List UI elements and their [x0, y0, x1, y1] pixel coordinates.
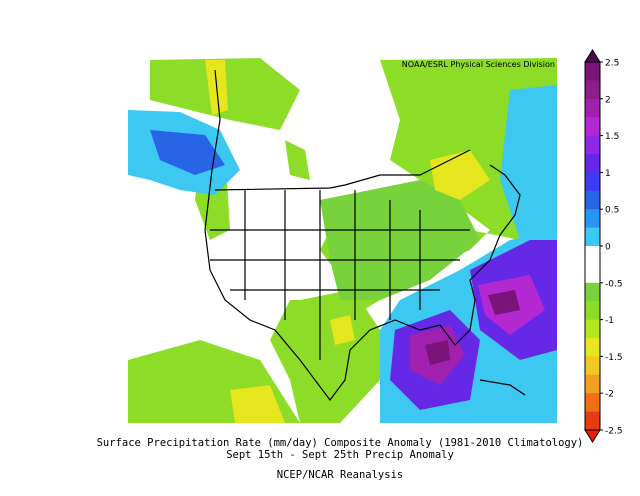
colorbar-segment — [585, 264, 600, 284]
colorbar-segment — [585, 190, 600, 210]
colorbar: 2.5 2 1.5 1 0.5 0 -0.5 -1 -1.5 -2 -2.5 — [584, 49, 623, 443]
colorbar-label: 1 — [605, 169, 611, 179]
colorbar-segment — [585, 282, 600, 302]
colorbar-label: -0.5 — [605, 279, 623, 289]
colorbar-label: 0 — [605, 243, 611, 253]
anomaly-area — [425, 340, 450, 365]
colorbar-label: 2 — [605, 95, 611, 105]
colorbar-segment — [585, 356, 600, 376]
colorbar-segment — [585, 135, 600, 155]
colorbar-label: -1.5 — [605, 353, 623, 363]
anomaly-area — [500, 85, 557, 240]
colorbar-segment — [585, 62, 600, 81]
map — [128, 55, 557, 423]
colorbar-segment — [585, 301, 600, 321]
anomaly-area — [285, 140, 310, 180]
anomaly-area — [150, 130, 225, 175]
colorbar-label: -1 — [605, 316, 614, 326]
colorbar-segment — [585, 98, 600, 118]
colorbar-label: -2.5 — [605, 427, 623, 437]
colorbar-segment — [585, 319, 600, 339]
colorbar-arrow — [584, 429, 601, 443]
colorbar-label: 0.5 — [605, 206, 619, 216]
colorbar-segment — [585, 172, 600, 192]
caption: Sept 15th - Sept 25th Precip Anomaly — [226, 449, 454, 461]
colorbar-label: 1.5 — [605, 132, 619, 142]
colorbar-label: -2 — [605, 390, 614, 400]
colorbar-segment — [585, 338, 600, 357]
colorbar-segment — [585, 117, 600, 137]
colorbar-arrow — [584, 49, 601, 63]
anomaly-area — [488, 290, 520, 315]
colorbar-segment — [585, 227, 600, 247]
anomaly-area — [330, 315, 355, 345]
colorbar-segment — [585, 393, 600, 413]
colorbar-segment — [585, 154, 600, 173]
anomaly-area — [230, 385, 285, 423]
colorbar-segment — [585, 246, 600, 265]
caption: NCEP/NCAR Reanalysis — [277, 469, 403, 481]
colorbar-segment — [585, 209, 600, 229]
anomaly-area — [320, 180, 480, 300]
colorbar-segment — [585, 80, 600, 100]
caption: Surface Precipitation Rate (mm/day) Comp… — [97, 437, 584, 449]
credit: NOAA/ESRL Physical Sciences Division — [402, 60, 555, 69]
colorbar-label: 2.5 — [605, 59, 619, 69]
coastlines — [204, 69, 526, 401]
colorbar-segment — [585, 411, 600, 431]
colorbar-segment — [585, 374, 600, 394]
